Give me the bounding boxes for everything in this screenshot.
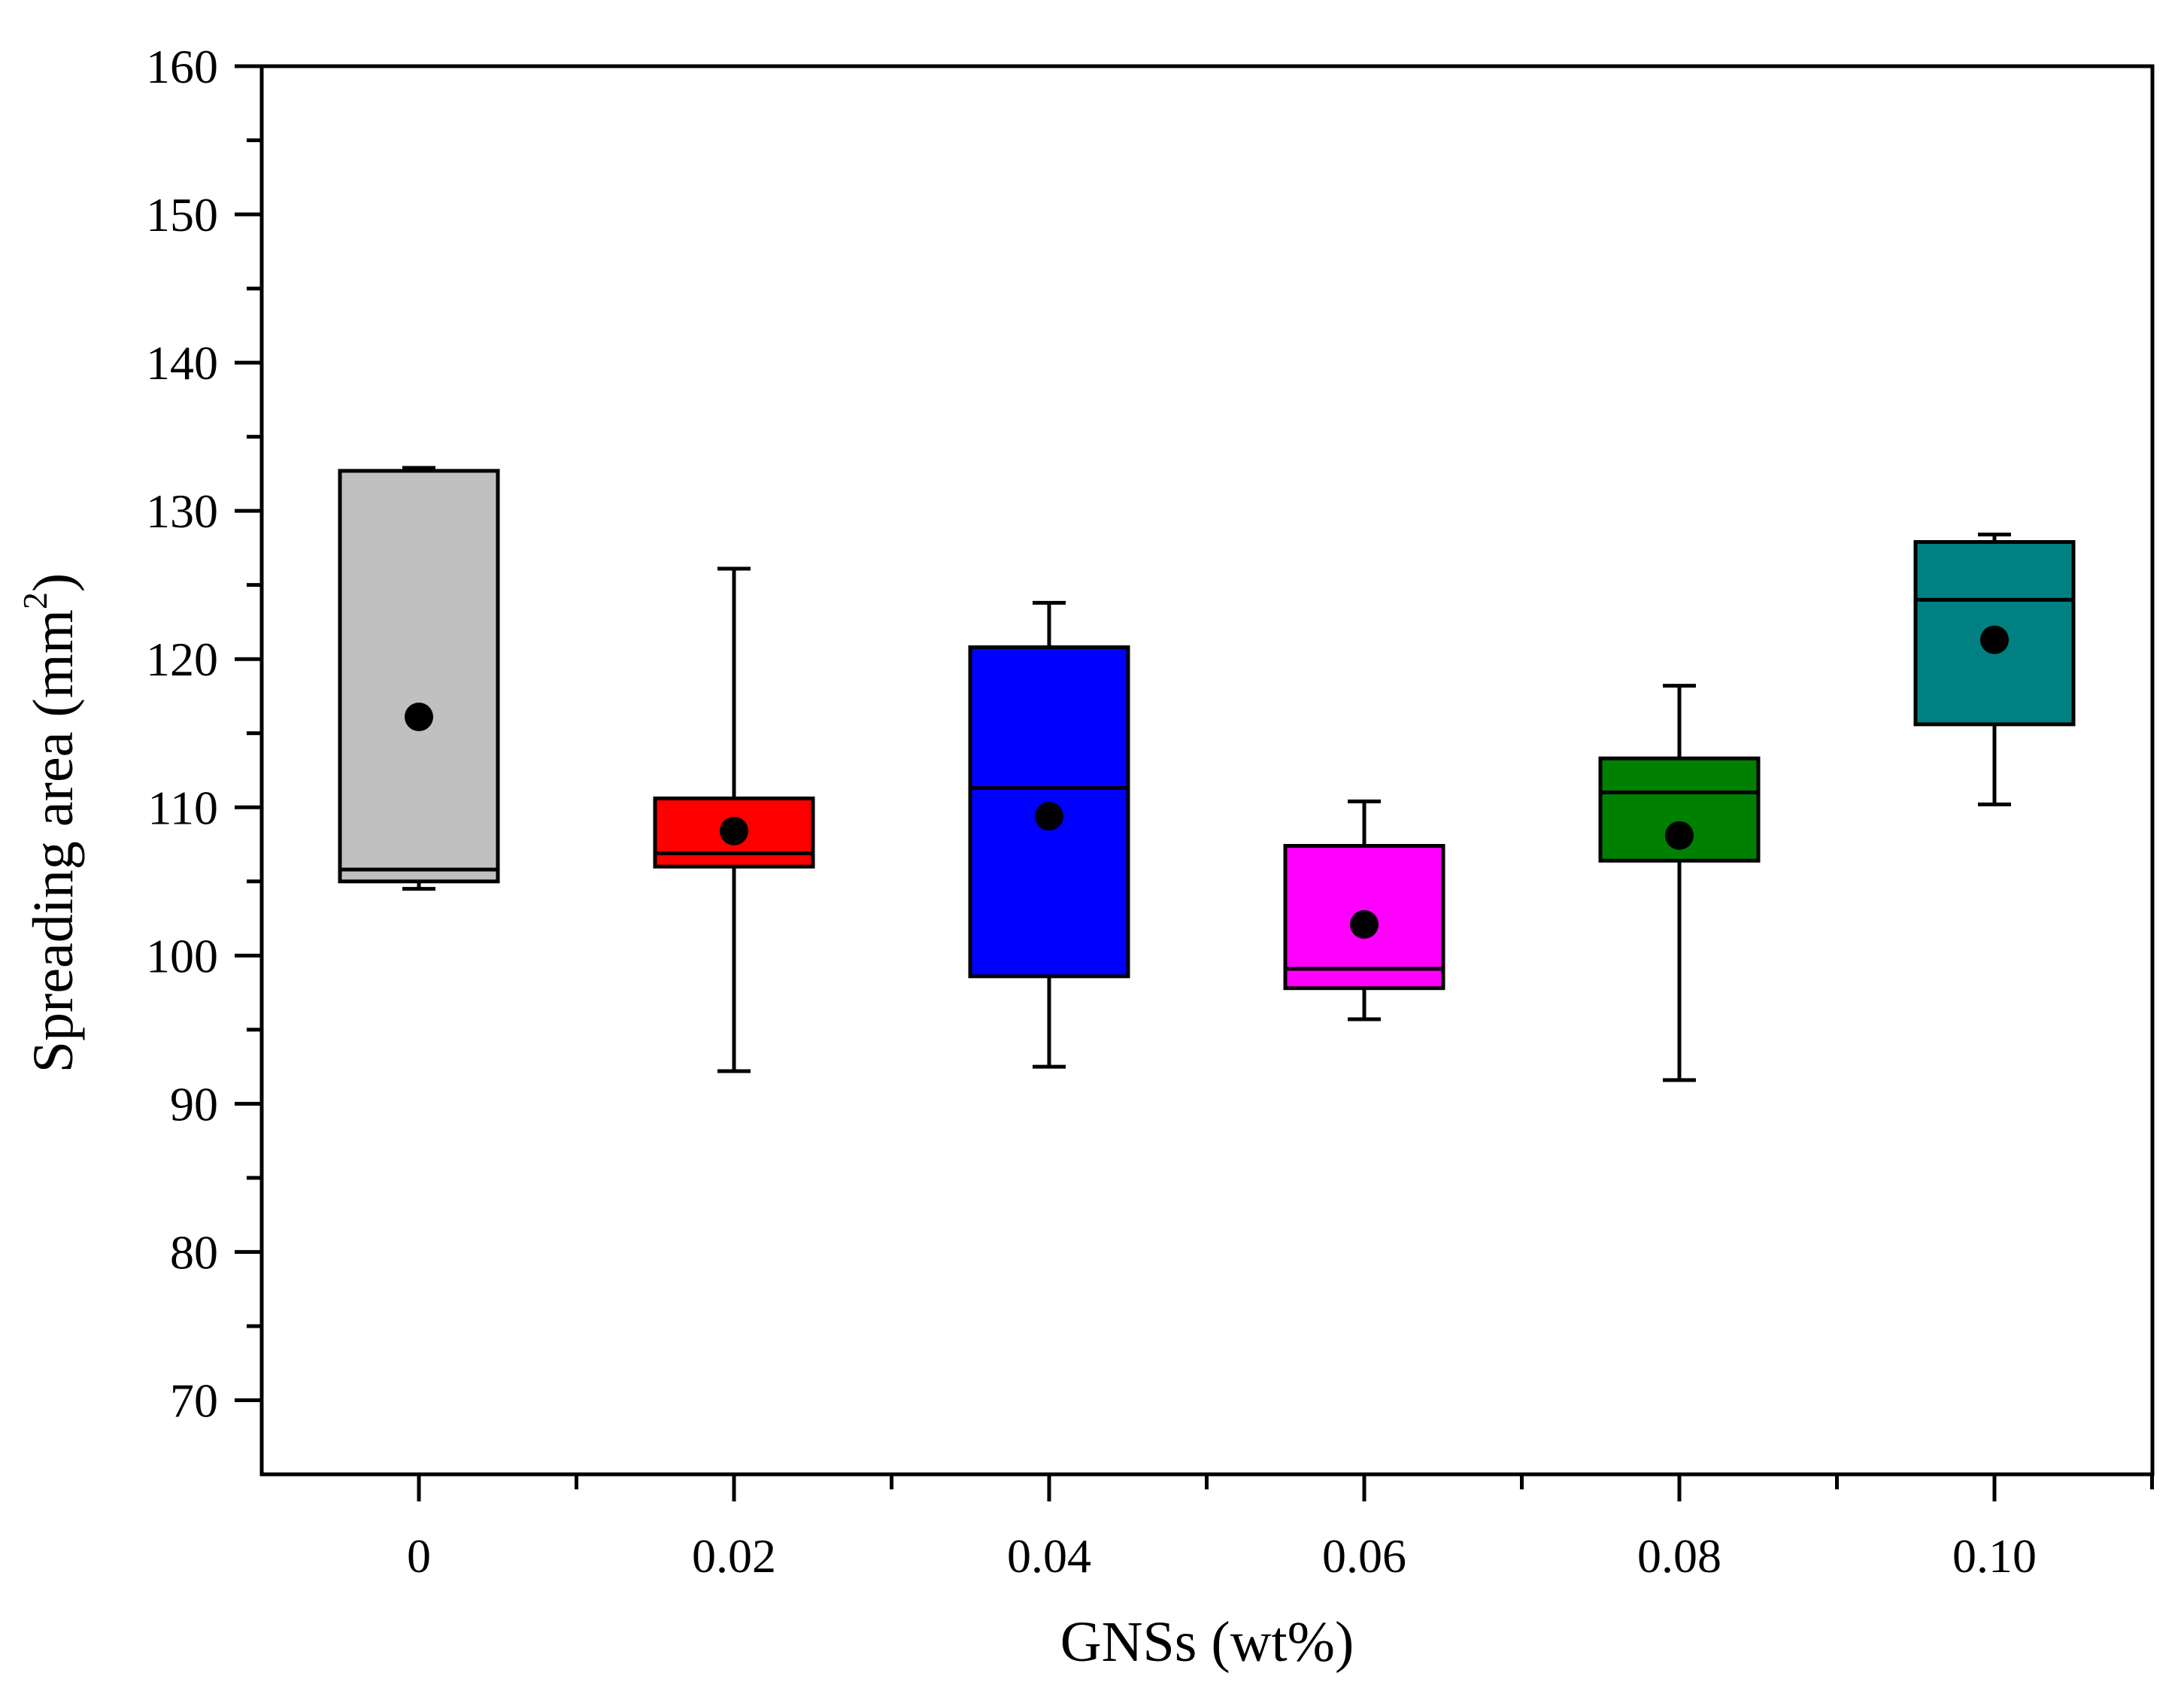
mean-marker — [1035, 802, 1063, 831]
y-tick-label: 90 — [170, 1077, 218, 1131]
box-0.02 — [653, 566, 815, 1073]
box-0.10 — [1913, 533, 2076, 806]
x-tick-label: 0.04 — [1007, 1529, 1091, 1583]
x-tick-label: 0.06 — [1322, 1529, 1406, 1583]
mean-marker — [1980, 625, 2009, 654]
mean-marker — [720, 816, 748, 845]
y-axis-title-prefix: Spreading area (mm — [22, 609, 85, 1073]
y-tick-label: 130 — [146, 484, 218, 538]
box-layer — [338, 466, 2076, 1082]
y-axis-title-suffix: ) — [22, 573, 85, 592]
y-tick-label: 120 — [146, 633, 218, 686]
box-0.04 — [968, 600, 1130, 1069]
y-tick-label: 150 — [146, 188, 218, 241]
x-tick-label: 0 — [407, 1529, 431, 1583]
x-tick-label: 0.02 — [692, 1529, 776, 1583]
mean-marker — [1350, 909, 1379, 939]
box-0.06 — [1283, 799, 1445, 1021]
y-tick-label: 70 — [170, 1374, 218, 1427]
tick-layer — [235, 64, 2154, 1501]
x-axis-title: GNSs (wt%) — [1060, 1610, 1354, 1674]
mean-marker — [1665, 821, 1694, 850]
x-tick-label: 0.08 — [1637, 1529, 1721, 1583]
box-0 — [338, 466, 500, 891]
mean-marker — [405, 703, 433, 732]
x-tick-label: 0.10 — [1952, 1529, 2037, 1583]
y-axis-title: Spreading area (mm2) — [16, 573, 85, 1073]
label-layer: 70 80 90 100 110 120 130 140 150 160 0 0.02 0.04 0.06… — [146, 40, 2037, 1583]
plot-frame — [259, 64, 2155, 1477]
y-tick-label: 110 — [147, 781, 218, 834]
y-axis-title-superscript: 2 — [16, 592, 54, 609]
box-0.08 — [1598, 684, 1761, 1082]
y-tick-label: 80 — [170, 1225, 218, 1279]
box-body — [338, 469, 500, 884]
y-tick-label: 160 — [146, 40, 218, 93]
y-tick-label: 100 — [146, 929, 218, 982]
y-tick-label: 140 — [146, 336, 218, 390]
